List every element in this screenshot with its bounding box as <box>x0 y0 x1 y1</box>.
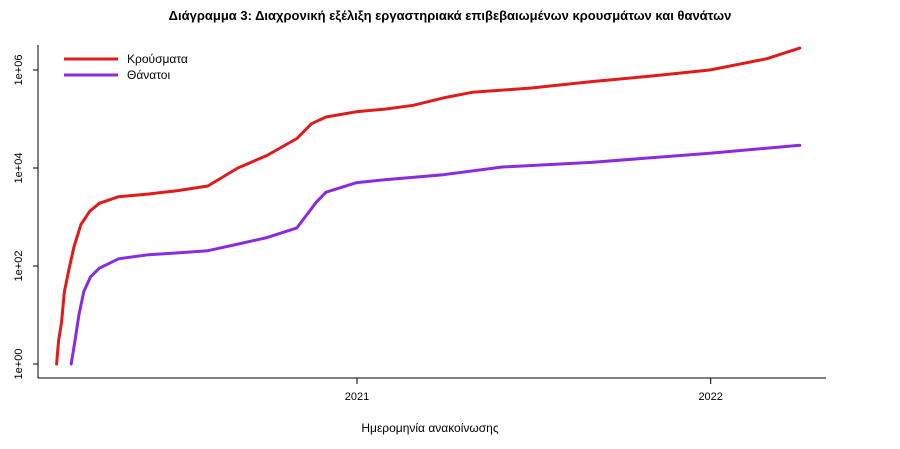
x-tick-label: 2022 <box>698 391 722 403</box>
x-ticks: 2021 2022 <box>345 378 723 403</box>
y-tick-label: 1e+02 <box>13 251 25 282</box>
legend: Κρούσματα Θάνατοι <box>64 52 188 82</box>
series-line-deaths <box>69 143 802 366</box>
x-axis-title: Ημερομηνία ανακοίνωσης <box>361 421 498 435</box>
legend-label-deaths: Θάνατοι <box>127 68 170 82</box>
chart-title: Διάγραμμα 3: Διαχρονική εξέλιξη εργαστηρ… <box>168 8 732 23</box>
y-tick-label: 1e+04 <box>13 153 25 184</box>
series-line-cases <box>55 46 802 366</box>
y-ticks: 1e+00 1e+02 1e+04 1e+06 <box>13 55 38 380</box>
x-tick-label: 2021 <box>345 391 369 403</box>
y-tick-label: 1e+06 <box>13 55 25 86</box>
legend-label-cases: Κρούσματα <box>127 52 188 66</box>
y-tick-label: 1e+00 <box>13 349 25 380</box>
series-lines <box>55 46 802 366</box>
